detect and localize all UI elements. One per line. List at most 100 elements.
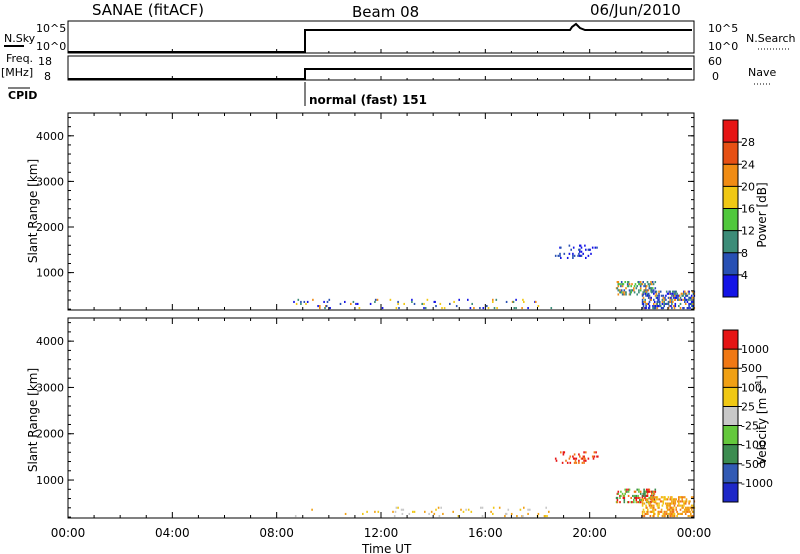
velocity-cell (654, 488, 657, 491)
freq-label: Freq. (6, 52, 33, 65)
velocity-cell (666, 502, 669, 505)
nave-tick-bottom: 0 (712, 70, 719, 83)
power-cell (648, 305, 651, 308)
power-cell (643, 285, 645, 288)
power-cell (677, 296, 679, 299)
power-ytick-label: 1000 (36, 267, 64, 280)
power-cell (303, 300, 306, 303)
power-cell (568, 244, 571, 247)
velocity-cell (686, 510, 689, 513)
velocity-cell (647, 512, 649, 515)
power-cell (352, 300, 355, 303)
velocity-cell (689, 515, 691, 518)
velocity-cell (657, 510, 659, 513)
power-cell (632, 289, 634, 292)
velocity-cell (641, 494, 644, 497)
power-cell (658, 298, 660, 301)
power-cell (690, 302, 692, 305)
velocity-cell (658, 512, 660, 515)
power-cell (645, 287, 647, 290)
velocity-y-axis: 1000 2000 3000 4000 (36, 318, 695, 518)
power-cell (644, 300, 646, 303)
power-cell (435, 305, 437, 308)
nave-label: Nave (748, 66, 776, 79)
velocity-cell (691, 504, 694, 507)
power-cell (434, 300, 436, 303)
power-cell (657, 305, 659, 308)
velocity-cell (688, 500, 690, 503)
velocity-cell (561, 461, 564, 464)
velocity-cell (522, 515, 524, 518)
velocity-cell (684, 506, 687, 509)
power-cell (647, 289, 650, 292)
power-cell (658, 294, 660, 297)
power-cell (495, 298, 498, 301)
power-cell (645, 305, 647, 308)
power-cell (654, 287, 657, 290)
velocity-cell (653, 515, 655, 518)
power-cell (443, 307, 446, 310)
velocity-cell (555, 459, 558, 462)
velocity-cell (637, 494, 639, 497)
velocity-cell (412, 510, 414, 513)
velocity-cell (678, 496, 681, 499)
velocity-cell (635, 496, 638, 499)
power-cell (493, 307, 496, 310)
power-colorbar-swatch (723, 164, 738, 187)
power-cell (588, 248, 590, 251)
power-cell (653, 292, 655, 295)
velocity-cell (650, 501, 652, 504)
power-cell (645, 285, 647, 288)
power-cell (630, 285, 632, 288)
velocity-cell (625, 490, 627, 493)
nave-tick-top: 60 (708, 55, 722, 68)
velocity-cell (685, 508, 688, 511)
velocity-cell (661, 496, 664, 499)
power-cell (374, 298, 377, 301)
velocity-cell (686, 508, 689, 511)
power-cell (328, 298, 331, 301)
power-colorbar-swatch (723, 230, 738, 253)
power-cell (656, 307, 659, 310)
velocity-cell (529, 508, 531, 511)
velocity-cell (665, 502, 668, 505)
power-cell (590, 252, 592, 255)
power-cell (655, 302, 658, 305)
power-cell (636, 293, 638, 296)
velocity-cell (581, 461, 584, 464)
velocity-cell (641, 498, 644, 501)
power-colorbar-level: 28 (741, 136, 755, 149)
power-cell (471, 302, 473, 305)
velocity-cell (682, 510, 684, 513)
velocity-cell (653, 506, 655, 509)
velocity-cell (672, 500, 675, 503)
velocity-cell (344, 512, 347, 515)
power-cell (669, 290, 671, 293)
power-cell (686, 307, 689, 310)
velocity-cell (626, 490, 628, 493)
power-cell (642, 293, 644, 296)
power-cell (381, 307, 384, 310)
velocity-cell (666, 498, 669, 501)
velocity-cell (688, 502, 690, 505)
power-cell (688, 290, 690, 293)
velocity-cell (676, 510, 678, 513)
velocity-cell (672, 498, 675, 501)
velocity-cell (671, 498, 673, 501)
power-cell (638, 283, 640, 286)
power-cell (403, 302, 405, 305)
power-cell (617, 281, 620, 284)
velocity-cell (566, 461, 569, 464)
power-cell (339, 302, 342, 305)
power-cell (572, 256, 574, 259)
velocity-cell (651, 494, 653, 497)
power-cell (411, 298, 413, 301)
velocity-cell (394, 510, 397, 513)
velocity-cell (643, 510, 646, 513)
velocity-cell (646, 492, 649, 495)
beam-label: Beam 08 (352, 3, 419, 21)
velocity-cell (678, 500, 680, 503)
velocity-cell (656, 502, 659, 505)
velocity-cell (671, 512, 673, 515)
velocity-cell (671, 502, 673, 505)
